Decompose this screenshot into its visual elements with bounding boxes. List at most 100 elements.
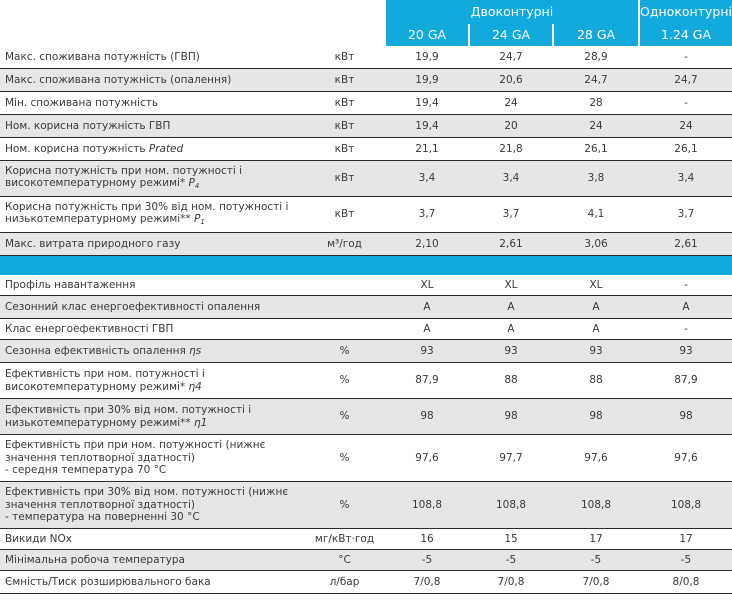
- row-unit: л/бар: [329, 575, 360, 588]
- row-value: 97,6: [415, 451, 439, 464]
- table-row: Сезонний клас енергоефективності опаленн…: [0, 296, 732, 319]
- row-unit: [303, 296, 386, 318]
- row-value: 108,8: [580, 498, 612, 511]
- row-value: 19,9: [415, 50, 439, 63]
- table-row: Макс. споживана потужність (ГВП) кВт 19,9 2…: [0, 46, 732, 69]
- row-value: 28: [589, 96, 603, 109]
- row-value: 108,8: [495, 498, 527, 511]
- table-row: Сезонна ефективність опалення ηs% 93 93 93 9…: [0, 340, 732, 363]
- table-row: Викиди NOx мг/кВт·год 16 15 17 17: [0, 529, 732, 550]
- row-value: 3,7: [418, 208, 436, 221]
- row-unit: %: [339, 451, 350, 464]
- row-value: -5: [680, 553, 692, 566]
- row-value: -: [684, 322, 688, 335]
- row-value: 98: [504, 410, 518, 423]
- group-header-dual: Двоконтурні: [386, 0, 638, 24]
- row-value: 4,1: [587, 208, 605, 221]
- row-label: Сезонний клас енергоефективності опаленн…: [5, 296, 303, 318]
- row-value: 3,7: [677, 208, 695, 221]
- row-unit: °C: [338, 553, 351, 566]
- group-header-single: Одноконтурні: [640, 0, 732, 24]
- model-header: 24 GA: [470, 24, 552, 46]
- row-label-text: Мін. споживана потужність: [5, 96, 159, 109]
- row-label: Корисна потужність при ном. потужності і…: [5, 161, 303, 196]
- row-label-subscript: 1: [200, 218, 205, 226]
- row-value: 93: [420, 344, 434, 357]
- row-unit: %: [339, 498, 350, 511]
- table-row: Клас енергоефективності ГВП A A A -: [0, 319, 732, 340]
- row-label: Ефективність при ном. потужності і висок…: [5, 363, 303, 398]
- row-value: 87,9: [415, 374, 439, 387]
- row-value: XL: [589, 278, 603, 291]
- row-value: 2,61: [674, 237, 698, 250]
- row-value: A: [507, 322, 515, 335]
- model-header: 20 GA: [386, 24, 468, 46]
- row-value: 20,6: [499, 73, 523, 86]
- row-label-text: Сезонний клас енергоефективності опаленн…: [5, 300, 261, 313]
- row-value: A: [592, 300, 600, 313]
- row-value: 108,8: [411, 498, 443, 511]
- row-value: -: [684, 278, 688, 291]
- row-label: Макс. споживана потужність (ГВП): [5, 46, 303, 68]
- row-value: A: [423, 322, 431, 335]
- row-value: 3,4: [502, 172, 520, 185]
- row-label: Ефективність при 30% від ном. потужності…: [5, 482, 303, 528]
- row-unit: кВт: [334, 119, 355, 132]
- row-label-text: Ємність/Тиск розширювального бака: [5, 575, 211, 588]
- row-unit: кВт: [334, 96, 355, 109]
- table-row: Ефективність при ном. потужності і висок…: [0, 363, 732, 399]
- row-unit: мг/кВт·год: [314, 532, 375, 545]
- row-value: -5: [505, 553, 517, 566]
- row-unit: [303, 275, 386, 295]
- row-label-symbol: P: [194, 213, 201, 225]
- row-value: 3,4: [418, 172, 436, 185]
- row-value: A: [507, 300, 515, 313]
- row-unit: кВт: [334, 142, 355, 155]
- table-row: Ефективність при 30% від ном. потужності…: [0, 399, 732, 435]
- row-unit: кВт: [334, 50, 355, 63]
- row-label: Ном. корисна потужність Prated: [5, 138, 303, 160]
- row-value: 21,8: [499, 142, 523, 155]
- row-label-text: Ном. корисна потужність: [5, 142, 149, 155]
- row-value: 19,4: [415, 119, 439, 132]
- row-value: 97,6: [674, 451, 698, 464]
- section-separator: [0, 256, 732, 275]
- row-value: -5: [421, 553, 433, 566]
- row-value: 26,1: [674, 142, 698, 155]
- row-value: 26,1: [584, 142, 608, 155]
- row-label: Сезонна ефективність опалення ηs: [5, 340, 303, 362]
- row-value: -: [684, 96, 688, 109]
- table-row: Корисна потужність при ном. потужності і…: [0, 161, 732, 197]
- row-value: XL: [420, 278, 434, 291]
- row-value: 24,7: [499, 50, 523, 63]
- row-value: 88: [589, 374, 603, 387]
- table-row: Ємність/Тиск розширювального бака л/бар 7/…: [0, 571, 732, 594]
- row-label-text: Викиди NOx: [5, 532, 72, 545]
- row-label-subscript: 4: [194, 182, 200, 190]
- row-label-text: Корисна потужність при 30% від ном. поту…: [5, 200, 289, 226]
- row-unit: %: [339, 410, 350, 423]
- row-value: -: [684, 50, 688, 63]
- row-label: Мінімальна робоча температура: [5, 550, 303, 570]
- row-value: 19,4: [415, 96, 439, 109]
- row-value: 97,7: [499, 451, 523, 464]
- row-value: 2,61: [499, 237, 523, 250]
- row-value: XL: [504, 278, 518, 291]
- row-label-text: Макс. споживана потужність (ГВП): [5, 50, 200, 63]
- row-label-text: Ефективність при ном. потужності і висок…: [5, 368, 205, 393]
- row-value: 108,8: [670, 498, 702, 511]
- row-value: 3,06: [584, 237, 608, 250]
- row-value: 87,9: [674, 374, 698, 387]
- row-value: 8/0,8: [672, 575, 700, 588]
- row-value: 19,9: [415, 73, 439, 86]
- row-label-symbol: η1: [194, 416, 208, 429]
- row-label: Ємність/Тиск розширювального бака: [5, 571, 303, 593]
- model-header: 1.24 GA: [640, 24, 732, 46]
- row-value: 2,10: [415, 237, 439, 250]
- row-label-text: Ефективність при 30% від ном. потужності…: [5, 404, 252, 429]
- table-row: Ефективність при 30% від ном. потужності…: [0, 482, 732, 529]
- row-value: A: [592, 322, 600, 335]
- row-label-text: Ефективність при 30% від ном. потужності…: [5, 486, 289, 524]
- row-unit: кВт: [334, 172, 355, 185]
